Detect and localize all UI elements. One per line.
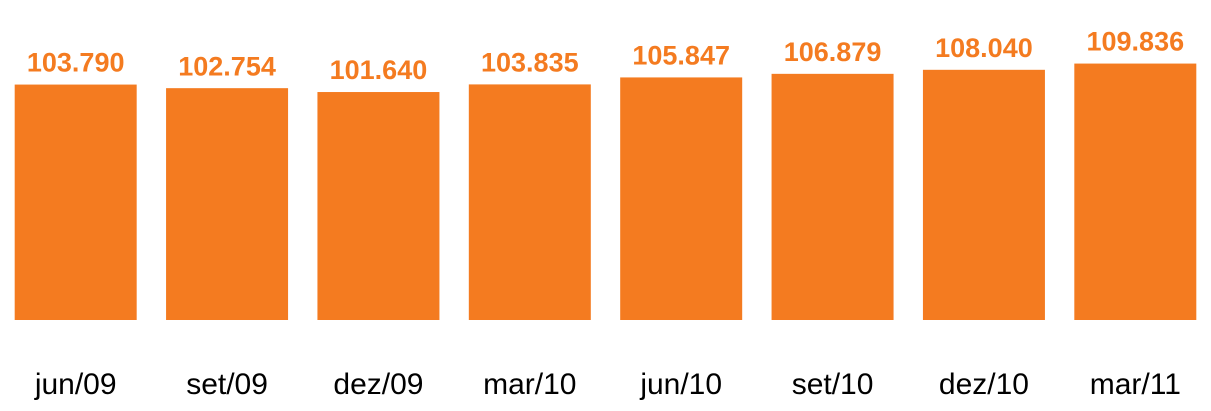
value-label: 102.754: [178, 51, 276, 81]
value-label: 108.040: [935, 33, 1033, 63]
value-label: 106.879: [784, 37, 882, 67]
bar: [166, 88, 289, 320]
x-tick-label: mar/10: [483, 368, 576, 401]
x-tick-label: dez/10: [939, 368, 1029, 401]
x-tick-label: mar/11: [1090, 368, 1181, 401]
value-label: 103.790: [27, 48, 125, 78]
x-tick-label: jun/09: [34, 368, 117, 401]
value-label: 105.847: [632, 41, 730, 71]
bar: [1074, 63, 1197, 320]
bar: [922, 69, 1045, 320]
x-tick-label: set/10: [792, 368, 874, 401]
value-label: 103.835: [481, 48, 579, 78]
x-tick-label: set/09: [186, 368, 268, 401]
bar: [14, 84, 137, 320]
bar: [771, 73, 894, 321]
value-label: 109.836: [1087, 27, 1185, 57]
value-label: 101.640: [330, 55, 428, 85]
x-tick-label: dez/09: [333, 368, 423, 401]
bar: [317, 92, 440, 320]
bar: [620, 77, 743, 321]
bar: [468, 84, 591, 320]
x-tick-label: jun/10: [639, 368, 722, 401]
